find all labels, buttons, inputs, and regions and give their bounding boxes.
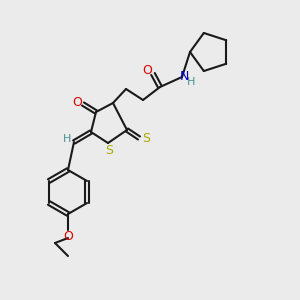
Text: S: S (142, 131, 150, 145)
Text: O: O (72, 95, 82, 109)
Text: H: H (187, 77, 195, 87)
Text: O: O (142, 64, 152, 76)
Text: H: H (63, 134, 71, 144)
Text: N: N (179, 70, 189, 83)
Text: S: S (105, 145, 113, 158)
Text: O: O (63, 230, 73, 242)
